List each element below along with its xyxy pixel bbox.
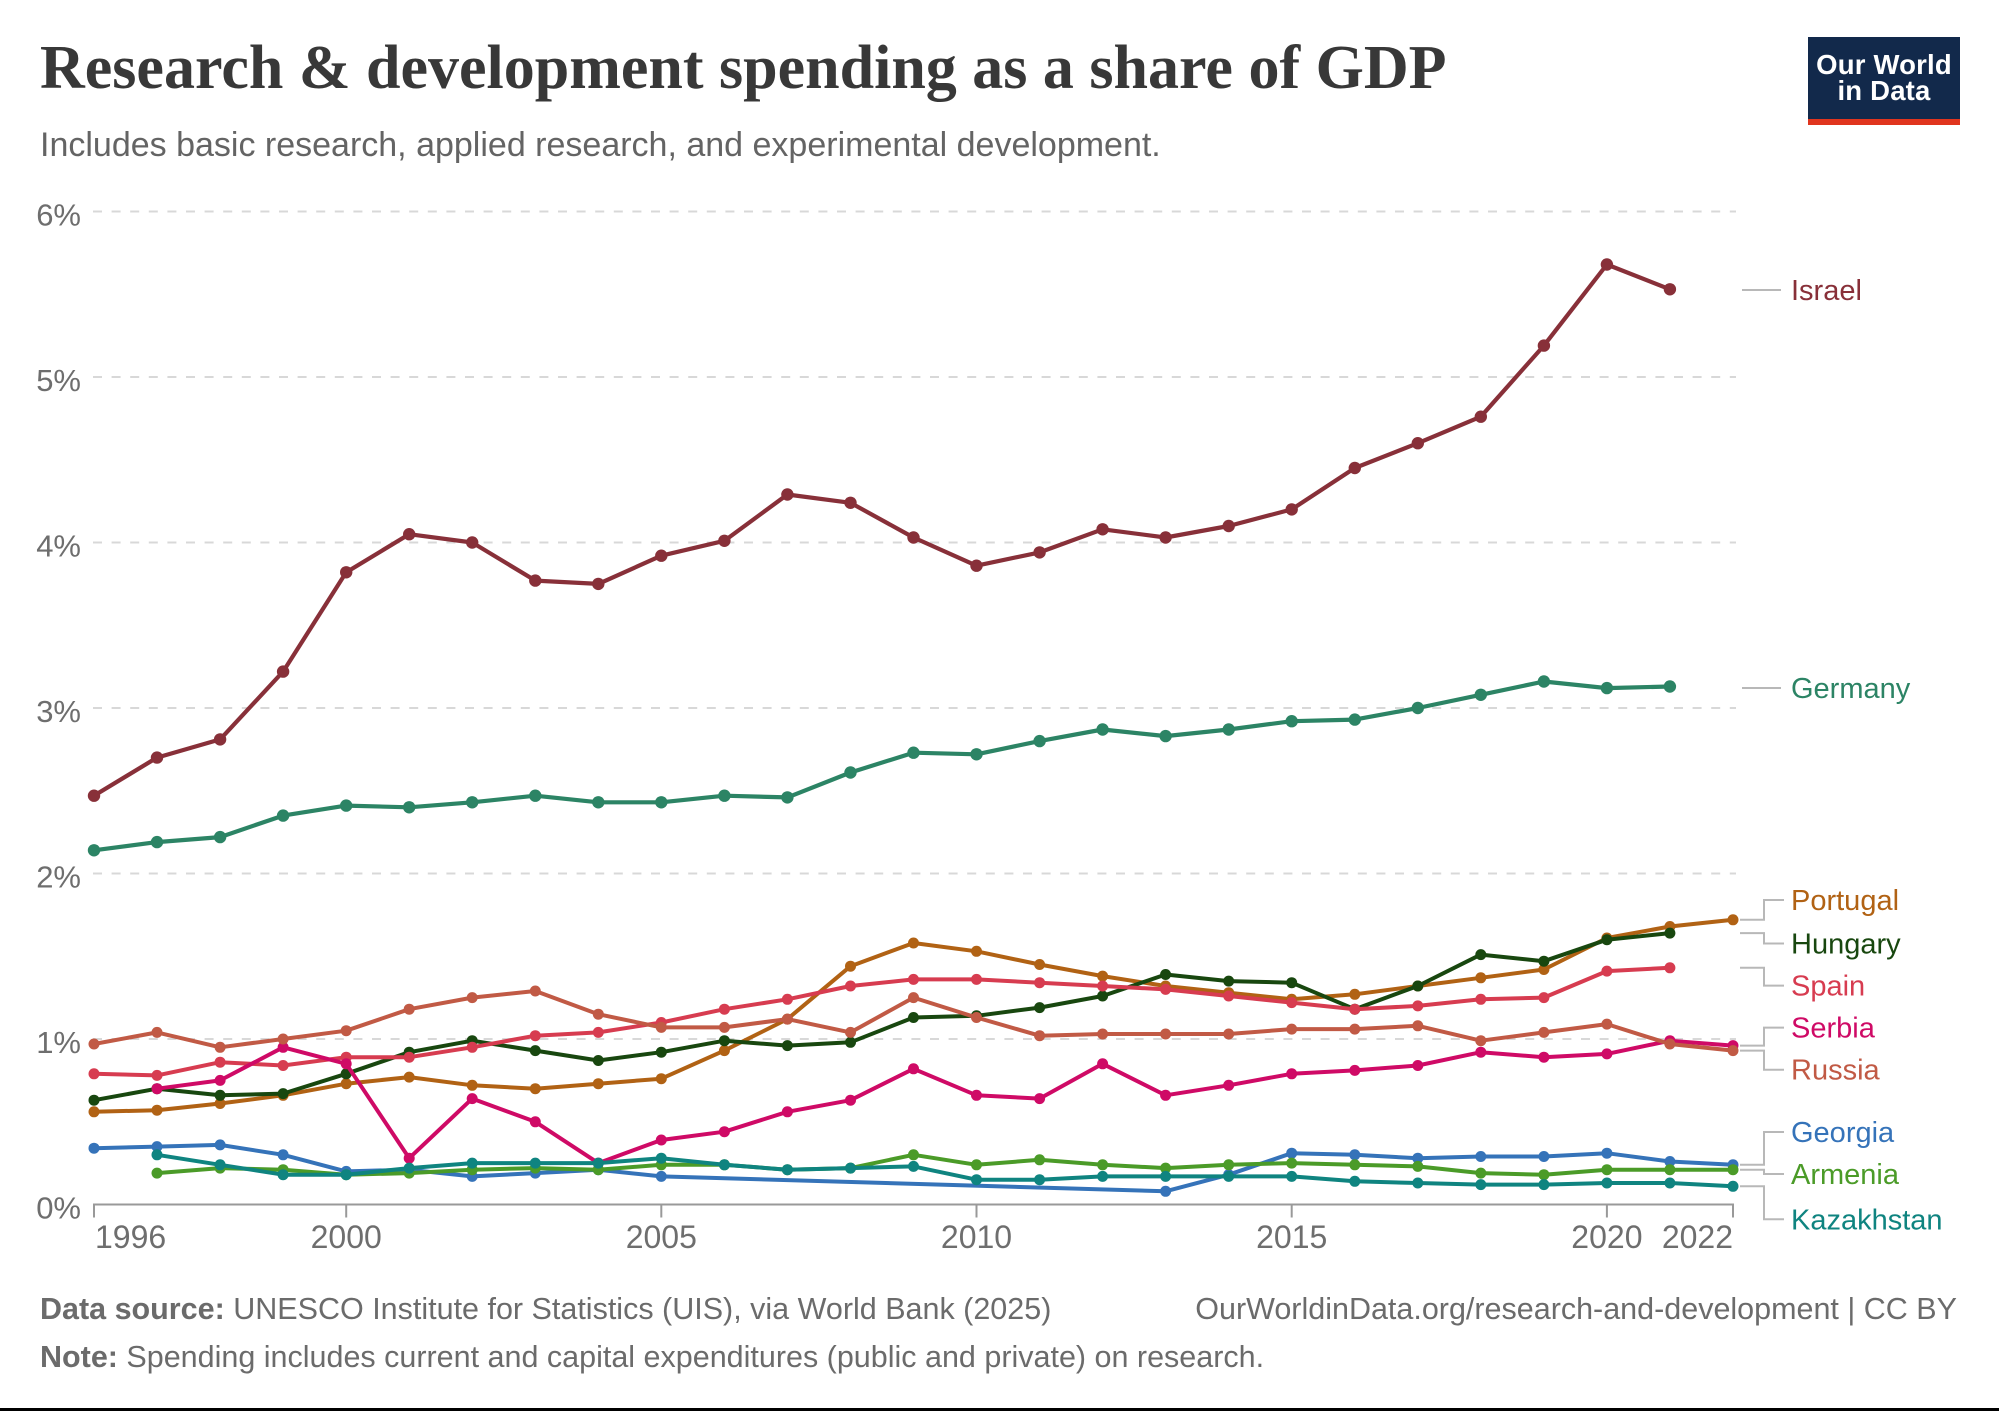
svg-text:Hungary: Hungary	[1791, 929, 1901, 961]
svg-text:6%: 6%	[36, 198, 81, 233]
svg-text:1%: 1%	[36, 1025, 81, 1060]
svg-text:2015: 2015	[1256, 1219, 1327, 1255]
svg-text:Russia: Russia	[1791, 1055, 1881, 1087]
svg-text:Portugal: Portugal	[1791, 885, 1899, 917]
svg-text:2022: 2022	[1662, 1219, 1733, 1255]
svg-text:Kazakhstan: Kazakhstan	[1791, 1204, 1943, 1236]
svg-text:Spain: Spain	[1791, 971, 1865, 1003]
svg-text:2%: 2%	[36, 860, 81, 895]
svg-text:5%: 5%	[36, 363, 81, 398]
svg-text:0%: 0%	[36, 1191, 81, 1226]
svg-text:2020: 2020	[1571, 1219, 1642, 1255]
svg-text:2005: 2005	[626, 1219, 697, 1255]
svg-text:Germany: Germany	[1791, 673, 1911, 705]
svg-text:4%: 4%	[36, 529, 81, 564]
svg-text:1996: 1996	[95, 1219, 166, 1255]
svg-text:2000: 2000	[311, 1219, 382, 1255]
svg-text:2010: 2010	[941, 1219, 1012, 1255]
svg-text:Israel: Israel	[1791, 275, 1862, 307]
svg-text:Serbia: Serbia	[1791, 1013, 1876, 1045]
svg-text:3%: 3%	[36, 694, 81, 729]
svg-text:Georgia: Georgia	[1791, 1117, 1895, 1149]
svg-text:Armenia: Armenia	[1791, 1159, 1900, 1191]
